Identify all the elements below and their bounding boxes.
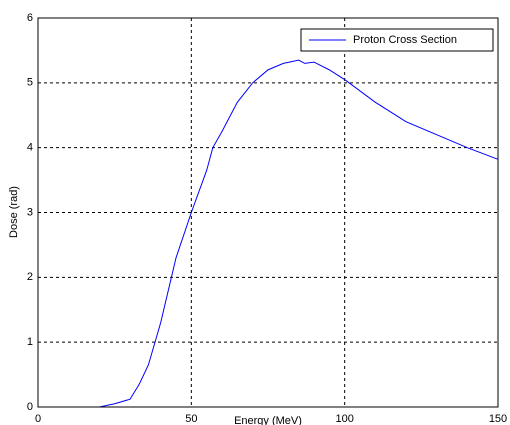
y-tick-label: 3 <box>27 206 33 218</box>
data-line <box>38 59 499 408</box>
legend-box <box>300 28 494 52</box>
x-tick-label: 50 <box>185 413 197 425</box>
x-tick-label: 100 <box>335 413 353 425</box>
x-tick-label: 150 <box>489 413 507 425</box>
y-tick-label: 2 <box>27 271 33 283</box>
x-axis-label: Energy (MeV) <box>234 415 302 425</box>
y-tick-label: 4 <box>27 142 33 154</box>
y-tick-label: 1 <box>27 336 33 348</box>
x-tick-label: 0 <box>35 413 41 425</box>
y-tick-label: 0 <box>27 401 33 413</box>
y-tick-label: 5 <box>27 77 33 89</box>
y-axis-label: Dose (rad) <box>8 186 20 238</box>
legend-label: Proton Cross Section <box>353 34 457 46</box>
axes-box <box>37 17 499 408</box>
y-tick-label: 6 <box>27 12 33 24</box>
